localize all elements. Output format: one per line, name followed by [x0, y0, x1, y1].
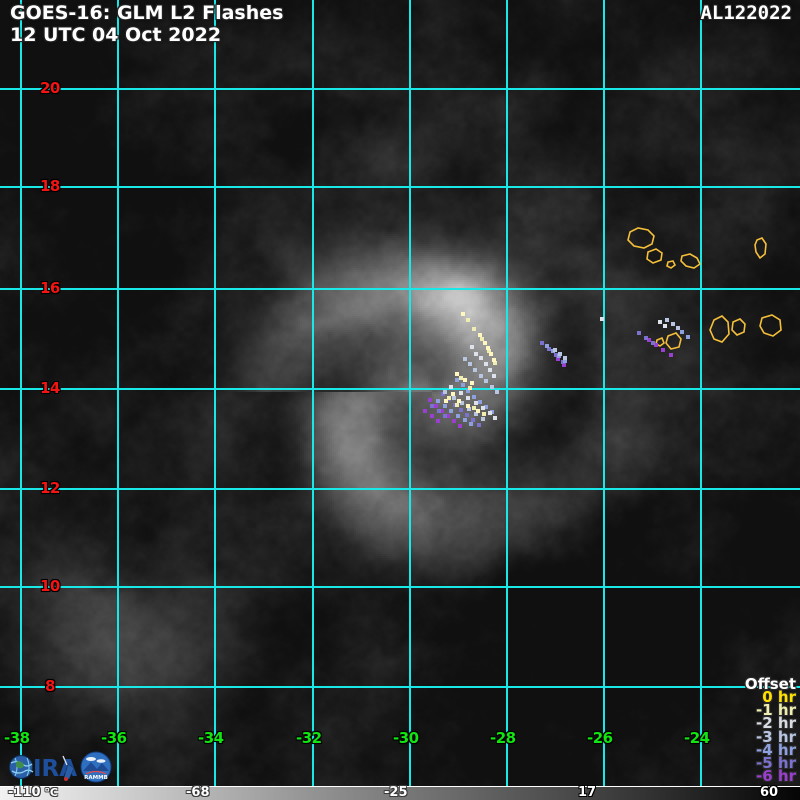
latitude-label: 10 — [40, 577, 60, 595]
latitude-label: 18 — [40, 177, 60, 195]
colorbar-tick--25: -25 — [384, 785, 408, 800]
colorbar-tick--110: -110 °C — [8, 785, 58, 800]
parallel-line — [0, 686, 800, 688]
meridian-line — [117, 0, 119, 786]
parallel-line — [0, 288, 800, 290]
colorbar-tick-60: 60 — [760, 785, 779, 800]
offset-legend-items: 0 hr -1 hr -2 hr -3 hr -4 hr -5 hr -6 hr — [726, 688, 796, 786]
meridian-line — [409, 0, 411, 786]
longitude-label: -34 — [198, 729, 224, 747]
parallel-line — [0, 488, 800, 490]
latitude-label: 20 — [40, 79, 60, 97]
rammb-label: RAMMB — [84, 775, 108, 781]
colorbar-unit: °C — [40, 786, 58, 799]
storm-id-label: AL122022 — [700, 2, 792, 24]
longitude-label: -36 — [101, 729, 127, 747]
offset-legend-item-1: -1 hr — [756, 701, 796, 720]
parallel-line — [0, 388, 800, 390]
rammb-arc — [85, 770, 107, 775]
cira-rammb-logo: IRA RAMMB — [9, 751, 112, 783]
longitude-label: -38 — [4, 729, 30, 747]
offset-legend-item-3: -3 hr — [756, 727, 796, 746]
timestamp-label: 12 UTC 04 Oct 2022 — [10, 24, 222, 46]
offset-legend-item-0: 0 hr — [762, 688, 796, 706]
satellite-base-dot — [64, 777, 68, 781]
parallel-line — [0, 88, 800, 90]
rammb-mountains — [83, 762, 109, 771]
meridian-line — [20, 0, 22, 786]
colorbar-gradient — [0, 786, 800, 800]
meridian-line — [700, 0, 702, 786]
colorbar-top-border — [0, 786, 800, 787]
offset-legend: Offset 0 hr -1 hr -2 hr -3 hr -4 hr -5 hr -6 h… — [726, 675, 796, 786]
meridian-line — [312, 0, 314, 786]
latitude-label: 16 — [40, 279, 60, 297]
offset-legend-item-4: -4 hr — [756, 740, 796, 759]
parallel-line — [0, 186, 800, 188]
offset-legend-item-6: -6 hr — [756, 767, 796, 786]
meridian-line — [603, 0, 605, 786]
latitude-label: 14 — [40, 379, 60, 397]
offset-legend-title: Offset — [744, 675, 796, 693]
satellite-antenna — [62, 755, 68, 766]
temperature-colorbar: -110 °C -68 -25 17 60 — [0, 786, 800, 800]
parallel-line — [0, 586, 800, 588]
globe-meridian-2 — [26, 757, 30, 777]
longitude-label: -24 — [684, 729, 710, 747]
longitude-label: -32 — [296, 729, 322, 747]
meridian-line — [214, 0, 216, 786]
latitude-label: 8 — [45, 677, 55, 695]
longitude-label: -30 — [393, 729, 419, 747]
offset-legend-item-5: -5 hr — [756, 754, 796, 773]
longitude-label: -28 — [490, 729, 516, 747]
rammb-cloud-1 — [86, 757, 96, 761]
longitude-label: -26 — [587, 729, 613, 747]
colorbar-tick-17: 17 — [578, 785, 597, 800]
globe-landmass — [16, 761, 24, 769]
rammb-cloud-2 — [96, 759, 106, 763]
header-title-block: GOES-16: GLM L2 Flashes 12 UTC 04 Oct 20… — [10, 2, 283, 46]
page-title: GOES-16: GLM L2 Flashes — [10, 2, 284, 24]
offset-legend-item-2: -2 hr — [756, 714, 796, 733]
meridian-line — [506, 0, 508, 786]
colorbar-tick--68: -68 — [186, 785, 210, 800]
latitude-label: 12 — [40, 479, 60, 497]
